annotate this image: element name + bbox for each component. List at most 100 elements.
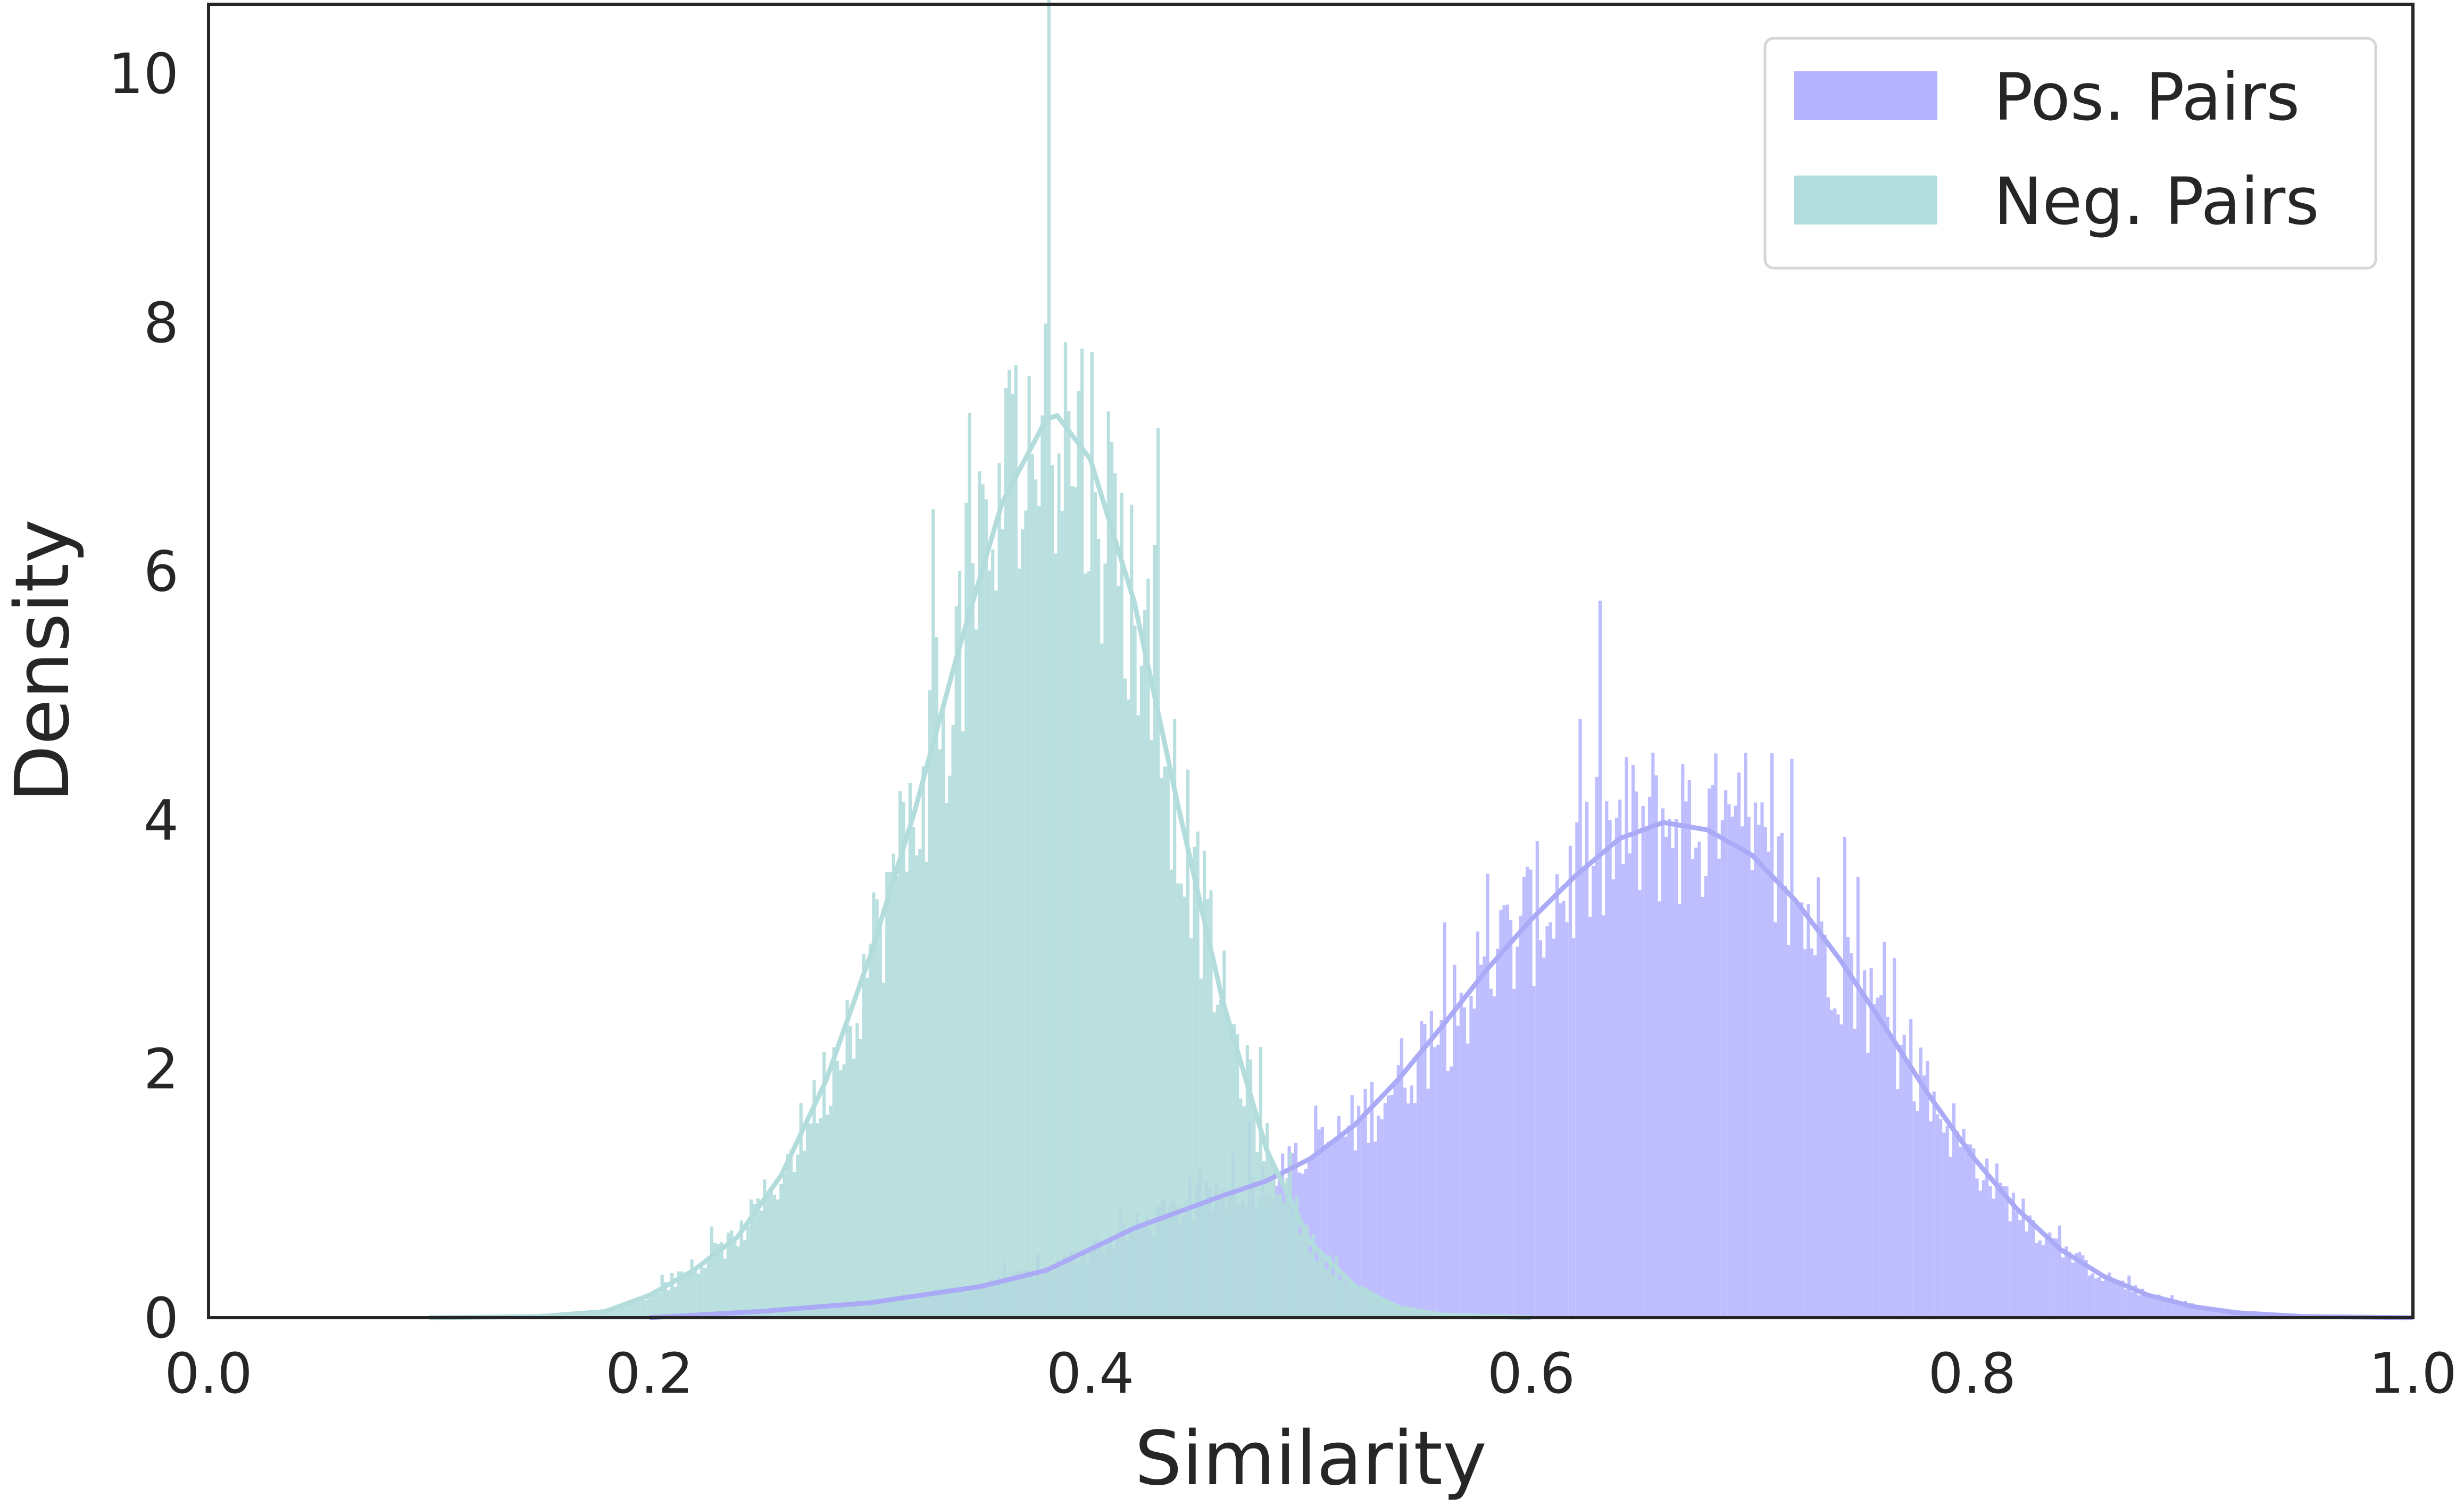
histogram-bar <box>1519 916 1522 1318</box>
histogram-bar <box>1070 486 1074 1318</box>
histogram-bar <box>1568 845 1572 1318</box>
histogram-bar <box>1212 1012 1216 1318</box>
histogram-bar <box>1123 678 1127 1318</box>
histogram-bar <box>1136 715 1140 1318</box>
histogram-bar <box>1968 1144 1972 1318</box>
histogram-bar <box>2220 1308 2224 1318</box>
histogram-bar <box>1371 1291 1375 1318</box>
histogram-bar <box>1783 886 1787 1318</box>
histogram-bar <box>769 1191 773 1318</box>
histogram-bar <box>1206 898 1210 1318</box>
histogram-bar <box>2018 1220 2022 1318</box>
histogram-bar <box>1859 991 1863 1318</box>
histogram-bar <box>945 803 948 1318</box>
x-tick-label: 0.4 <box>1046 1341 1134 1406</box>
histogram-bar <box>756 1198 760 1318</box>
histogram-bar <box>1414 1311 1418 1318</box>
histogram-bar <box>2230 1312 2234 1318</box>
x-tick-label: 0.2 <box>605 1341 693 1406</box>
histogram-bar <box>2147 1294 2151 1318</box>
histogram-bar <box>1334 1140 1337 1318</box>
histogram-bar <box>1945 1125 1949 1318</box>
histogram-bar <box>1282 1202 1286 1318</box>
histogram-bar <box>961 731 965 1318</box>
histogram-bar <box>1664 837 1668 1318</box>
histogram-bar <box>1598 601 1602 1318</box>
histogram-bar <box>1186 769 1190 1318</box>
histogram-bar <box>703 1268 707 1318</box>
histogram-bar <box>1909 1019 1913 1318</box>
histogram-bar <box>2124 1289 2128 1318</box>
histogram-bar <box>1073 487 1077 1318</box>
histogram-bar <box>1492 996 1496 1318</box>
histogram-bar <box>1327 1142 1331 1318</box>
histogram-bar <box>663 1282 667 1318</box>
histogram-bar <box>1252 1111 1256 1318</box>
histogram-bar <box>1047 0 1051 1318</box>
histogram-bar <box>1691 859 1695 1318</box>
histogram-bar <box>1555 874 1559 1318</box>
histogram-bar <box>1360 1119 1364 1318</box>
histogram-bar <box>713 1243 717 1318</box>
histogram-bar <box>1532 986 1536 1318</box>
x-tick-label: 1.0 <box>2369 1341 2457 1406</box>
histogram-bar <box>1714 753 1718 1318</box>
histogram-bar <box>2210 1309 2213 1318</box>
histogram-bar <box>978 471 981 1318</box>
histogram-bar <box>1496 948 1500 1318</box>
histogram-bar <box>1509 920 1513 1318</box>
plot-frame <box>207 3 2415 1319</box>
histogram-bar <box>809 1124 813 1318</box>
histogram-bar <box>2130 1291 2134 1318</box>
histogram-bar <box>1143 610 1147 1318</box>
histogram-bar <box>1512 988 1516 1318</box>
histogram-bar <box>1361 1286 1365 1318</box>
histogram-bar <box>2032 1220 2035 1318</box>
histogram-bar <box>1381 1300 1385 1318</box>
histogram-bar <box>1730 817 1734 1318</box>
histogram-bar <box>1354 1291 1359 1318</box>
histogram-bar <box>1193 846 1196 1318</box>
histogram-bar <box>1916 1111 1919 1318</box>
histogram-bar <box>2114 1283 2118 1318</box>
histogram-bar <box>1403 1087 1407 1318</box>
histogram-bar <box>1383 1103 1387 1318</box>
histogram-bar <box>680 1271 684 1318</box>
histogram-bar <box>2021 1199 2025 1318</box>
histogram-bar <box>783 1173 786 1318</box>
histogram-bar <box>1269 1159 1272 1318</box>
histogram-bar <box>1060 511 1064 1318</box>
histogram-bar <box>2187 1306 2191 1318</box>
histogram-bar <box>2150 1296 2154 1318</box>
histogram-bar <box>1262 1161 1266 1318</box>
histogram-bar <box>1787 944 1791 1318</box>
histogram-bar <box>1097 538 1101 1318</box>
histogram-bar <box>2028 1215 2032 1318</box>
histogram-series-1 <box>439 0 1527 1318</box>
histogram-bar <box>925 861 929 1318</box>
histogram-bar <box>2058 1225 2062 1318</box>
histogram-bar <box>1021 529 1025 1318</box>
histogram-bar <box>1810 948 1813 1318</box>
histogram-bar <box>1995 1163 1999 1318</box>
histogram-bar <box>872 892 876 1318</box>
histogram-bar <box>2174 1301 2177 1318</box>
histogram-bar <box>1972 1148 1976 1318</box>
histogram-bar <box>1433 1047 1437 1318</box>
histogram-bar <box>1628 853 1631 1318</box>
histogram-bar <box>1373 1141 1377 1318</box>
histogram-bar <box>1476 931 1480 1318</box>
histogram-bar <box>1163 767 1167 1318</box>
histogram-bar <box>607 1309 611 1318</box>
histogram-bar <box>1450 1066 1453 1318</box>
histogram-bar <box>1189 938 1193 1318</box>
histogram-bar <box>829 1105 833 1318</box>
histogram-bar <box>948 775 952 1318</box>
histogram-bar <box>720 1242 723 1318</box>
histogram-bar <box>604 1311 608 1318</box>
histogram-bar <box>1423 1024 1427 1318</box>
histogram-bar <box>614 1309 618 1318</box>
histogram-bar <box>1242 1106 1246 1318</box>
histogram-bar <box>921 766 925 1318</box>
histogram-bar <box>1489 988 1493 1318</box>
